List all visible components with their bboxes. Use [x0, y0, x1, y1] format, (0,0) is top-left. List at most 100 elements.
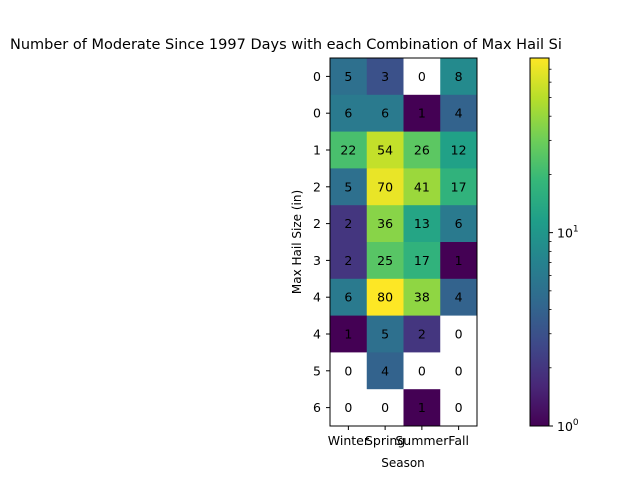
heatmap-cell	[403, 278, 441, 316]
y-tick-label: 4	[313, 290, 321, 305]
heatmap-cell	[403, 94, 441, 132]
heatmap-cell	[440, 278, 478, 316]
heatmap-cell	[403, 205, 441, 243]
colorbar	[529, 57, 550, 427]
colorbar-tick-label: 101	[557, 225, 579, 241]
heatmap-cell	[366, 242, 404, 280]
heatmap-cell	[440, 352, 478, 390]
cell-value-label: 17	[414, 253, 430, 268]
colorbar-ticks: 100 101	[549, 68, 579, 434]
cell-value-label: 8	[455, 69, 463, 84]
heatmap-cell	[366, 352, 404, 390]
heatmap-cell	[330, 205, 368, 243]
y-tick-label: 4	[313, 327, 321, 342]
heatmap-cell	[366, 389, 404, 427]
heatmap-cell	[366, 315, 404, 353]
heatmap-cell	[403, 131, 441, 169]
y-tick-label: 1	[313, 143, 321, 158]
y-tick-label: 2	[313, 216, 321, 231]
cell-value-label: 17	[451, 179, 467, 194]
heatmap-cell	[366, 131, 404, 169]
plot-frame	[329, 57, 478, 427]
cell-value-label: 0	[455, 400, 463, 415]
heatmap-cell	[330, 389, 368, 427]
cell-value-label: 2	[344, 216, 352, 231]
cell-value-label: 6	[381, 106, 389, 121]
heatmap-cell	[403, 315, 441, 353]
heatmap-cell	[403, 168, 441, 206]
cell-value-label: 54	[377, 143, 393, 158]
cell-value-label: 22	[340, 143, 356, 158]
x-axis-label: Season	[381, 456, 425, 470]
heatmap-cell	[440, 205, 478, 243]
heatmap-cell	[330, 131, 368, 169]
heatmap-cell	[403, 389, 441, 427]
heatmap-cell	[440, 389, 478, 427]
x-tick-label: Winter	[328, 433, 370, 448]
heatmap-cell	[403, 352, 441, 390]
x-tick-label: Spring	[365, 433, 405, 448]
chart-title: Number of Moderate Since 1997 Days with …	[10, 37, 562, 53]
cell-value-label: 4	[381, 363, 389, 378]
cell-value-label: 1	[418, 106, 426, 121]
y-tick-label: 5	[313, 363, 321, 378]
heatmap-cell	[403, 58, 441, 96]
cell-value-label: 6	[344, 106, 352, 121]
cell-value-label: 2	[344, 253, 352, 268]
cell-value-label: 1	[418, 400, 426, 415]
heatmap-cell	[330, 352, 368, 390]
cell-value-label: 13	[414, 216, 430, 231]
heatmap-cell-labels: 5 3 0 86 6 1 422 54 26 125 70 41 172 36 13 62 25 17 16 80 38…	[340, 69, 466, 415]
heatmap-cell	[440, 168, 478, 206]
heatmap-cell	[330, 278, 368, 316]
cell-value-label: 3	[381, 69, 389, 84]
heatmap-cell	[366, 278, 404, 316]
heatmap-cell	[440, 58, 478, 96]
heatmap-cell	[330, 168, 368, 206]
cell-value-label: 0	[418, 363, 426, 378]
cell-value-label: 38	[414, 290, 430, 305]
cell-value-label: 70	[377, 179, 393, 194]
colorbar-tick-label: 100	[557, 418, 579, 434]
cell-value-label: 5	[344, 179, 352, 194]
heatmap-cell	[330, 58, 368, 96]
heatmap-cell	[366, 168, 404, 206]
cell-value-label: 4	[455, 106, 463, 121]
heatmap-cell	[330, 242, 368, 280]
cell-value-label: 1	[344, 327, 352, 342]
cell-value-label: 1	[455, 253, 463, 268]
heatmap-cells	[330, 58, 478, 427]
cell-value-label: 6	[455, 216, 463, 231]
cell-value-label: 5	[344, 69, 352, 84]
cell-value-label: 25	[377, 253, 393, 268]
cell-value-label: 2	[418, 327, 426, 342]
x-tick-label: Summer	[395, 433, 449, 448]
cell-value-label: 0	[418, 69, 426, 84]
y-axis-ticks: 0 0 1 2 2 3 4 4 5 6	[313, 69, 330, 415]
heatmap-cell	[366, 94, 404, 132]
cell-value-label: 0	[344, 363, 352, 378]
x-tick-label: Fall	[448, 433, 469, 448]
y-tick-label: 2	[313, 179, 321, 194]
y-tick-label: 0	[313, 69, 321, 84]
cell-value-label: 12	[451, 143, 467, 158]
heatmap-cell	[330, 94, 368, 132]
heatmap-cell	[440, 242, 478, 280]
heatmap-cell	[440, 94, 478, 132]
heatmap-cell	[366, 205, 404, 243]
cell-value-label: 6	[344, 290, 352, 305]
cell-value-label: 0	[381, 400, 389, 415]
heatmap-cell	[330, 315, 368, 353]
cell-value-label: 0	[455, 363, 463, 378]
heatmap-cell	[403, 242, 441, 280]
cell-value-label: 4	[455, 290, 463, 305]
cell-value-label: 41	[414, 179, 430, 194]
cell-value-label: 0	[344, 400, 352, 415]
cell-value-label: 5	[381, 327, 389, 342]
y-tick-label: 3	[313, 253, 321, 268]
cell-value-label: 0	[455, 327, 463, 342]
heatmap-cell	[440, 131, 478, 169]
y-tick-label: 0	[313, 106, 321, 121]
